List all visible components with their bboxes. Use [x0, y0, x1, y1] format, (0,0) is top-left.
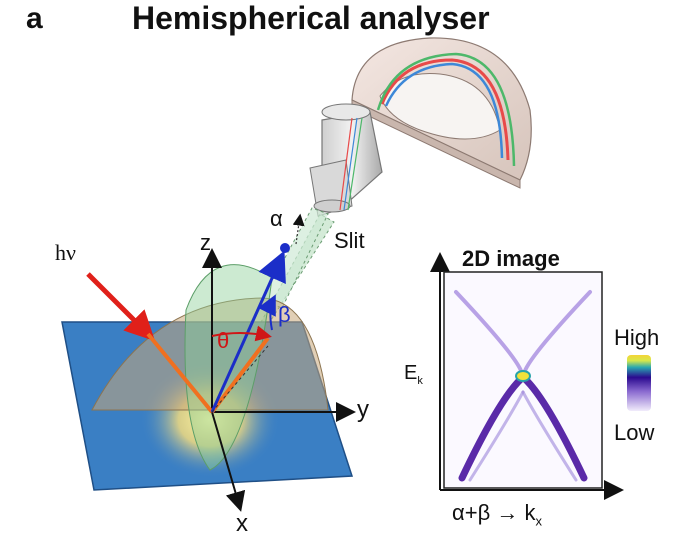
reflected-beam-2	[210, 336, 270, 414]
panel-letter: a	[26, 2, 43, 35]
electron-dot	[280, 243, 290, 253]
energy-axis-label: Ek	[404, 362, 423, 387]
analyser-hemisphere-icon	[351, 37, 532, 189]
momentum-subscript: x	[535, 513, 542, 529]
colorbar-low-label: Low	[614, 420, 655, 445]
alpha-label: α	[270, 206, 283, 231]
z-axis-label: z	[200, 230, 211, 255]
projection-line	[211, 345, 269, 413]
y-axis-label: y	[357, 396, 369, 423]
slit-label: Slit	[334, 228, 365, 253]
colorbar-high-label: High	[614, 325, 660, 350]
photon-label: hν	[55, 240, 76, 265]
momentum-prefix: α+β → k	[452, 500, 536, 525]
electron-lens-icon	[309, 103, 383, 217]
image-title: 2D image	[462, 246, 560, 271]
momentum-axis-label: α+β → kx	[452, 500, 542, 528]
slit-arrow	[292, 213, 305, 245]
sample-plane-icon	[61, 264, 354, 491]
beta-label: β	[278, 302, 291, 327]
reflected-beam	[146, 332, 214, 414]
energy-subscript: k	[417, 375, 423, 387]
figure-title: Hemispherical analyser	[132, 0, 490, 36]
band-dispersion	[454, 290, 592, 482]
colorbar	[627, 355, 651, 411]
x-axis-label: x	[236, 510, 248, 537]
theta-label: θ	[217, 328, 230, 353]
energy-symbol: E	[404, 362, 418, 384]
theta-arc	[211, 325, 272, 342]
photon-beam	[86, 272, 156, 342]
x-axis	[211, 411, 246, 512]
